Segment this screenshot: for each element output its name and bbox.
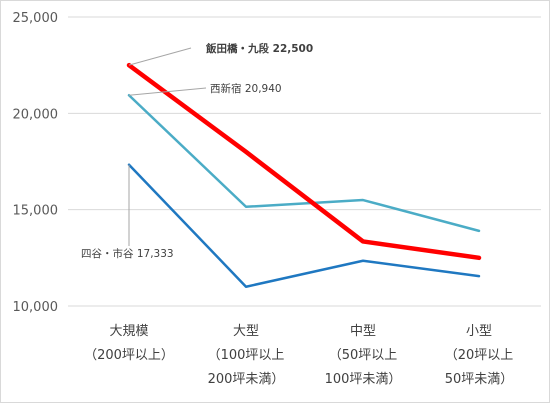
y-tick-label: 10,000 (13, 300, 59, 315)
x-category-label: （50坪以上 (329, 348, 398, 363)
series-line-1 (127, 93, 481, 233)
x-category-label: 大規模 (109, 324, 148, 339)
x-category-label: 50坪未満） (445, 372, 514, 387)
x-category-label: 小型 (466, 324, 492, 339)
y-tick-label: 25,000 (13, 11, 59, 26)
x-category-label: （100坪以上 (208, 348, 285, 363)
x-category-label: 中型 (350, 324, 376, 339)
x-category-label: （200坪以上） (84, 348, 174, 363)
series-line-2 (127, 163, 481, 288)
y-tick-label: 15,000 (13, 204, 59, 219)
data-label: 西新宿 20,940 (210, 82, 282, 95)
annotation-leader (128, 47, 192, 66)
x-category-label: 大型 (233, 324, 259, 339)
annotation-leader (128, 87, 207, 96)
data-label: 飯田橋・九段 22,500 (205, 42, 313, 55)
data-label: 四谷・市谷 17,333 (81, 247, 174, 260)
x-category-label: （20坪以上 (445, 348, 514, 363)
x-category-label: 100坪未満） (325, 372, 402, 387)
y-tick-label: 20,000 (13, 107, 59, 122)
series-line-0 (126, 62, 482, 261)
x-category-label: 200坪未満） (208, 372, 285, 387)
